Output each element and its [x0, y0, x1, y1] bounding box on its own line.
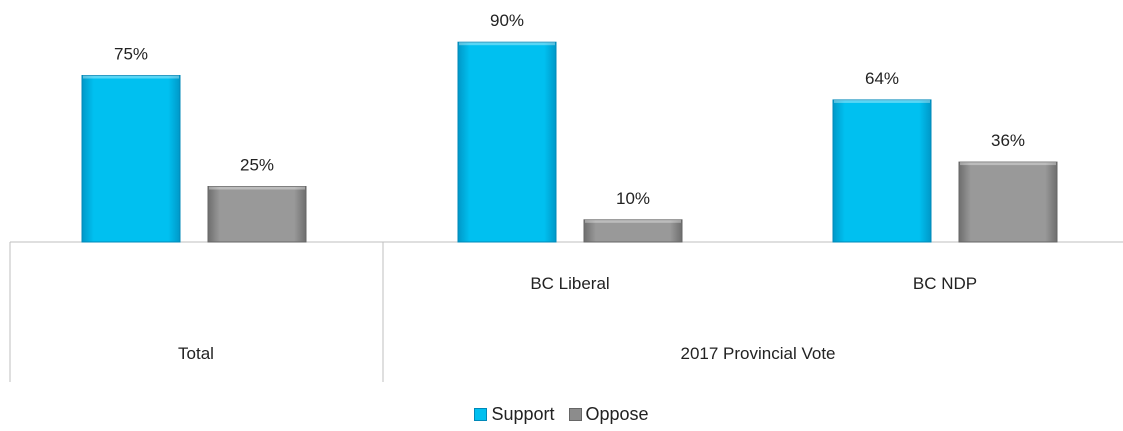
- bar-highlight: [585, 219, 681, 223]
- data-label: 36%: [991, 131, 1025, 150]
- legend-item-support: Support: [474, 404, 555, 425]
- category-label: BC Liberal: [530, 274, 609, 293]
- data-label: 64%: [865, 69, 899, 88]
- legend-swatch: [568, 408, 582, 421]
- data-label: 75%: [114, 45, 148, 64]
- legend-label: Oppose: [585, 404, 649, 424]
- data-label: 90%: [490, 11, 524, 30]
- data-label: 10%: [616, 189, 650, 208]
- bar-highlight: [209, 186, 305, 190]
- legend-item-oppose: Oppose: [568, 404, 649, 425]
- data-label: 25%: [240, 156, 274, 175]
- bar-chart: 75% 25% 90% 10% BC Liberal 64% 36% BC NDP Total 2…: [9, 11, 1123, 382]
- group-label: 2017 Provincial Vote: [681, 344, 836, 363]
- bar-highlight: [459, 42, 555, 46]
- bar-oppose: [958, 161, 1058, 243]
- bar-oppose: [583, 219, 683, 243]
- legend-swatch: [474, 408, 488, 421]
- bar-highlight: [834, 99, 930, 103]
- bar-support: [457, 41, 557, 243]
- category-label: BC NDP: [913, 274, 977, 293]
- bar-highlight: [83, 75, 179, 79]
- bar-support: [832, 99, 932, 243]
- bar-highlight: [960, 162, 1056, 166]
- group-label: Total: [178, 344, 214, 363]
- bar-support: [81, 75, 181, 243]
- bar-oppose: [207, 186, 307, 243]
- chart-legend: Support Oppose: [0, 404, 1123, 425]
- legend-label: Support: [491, 404, 555, 424]
